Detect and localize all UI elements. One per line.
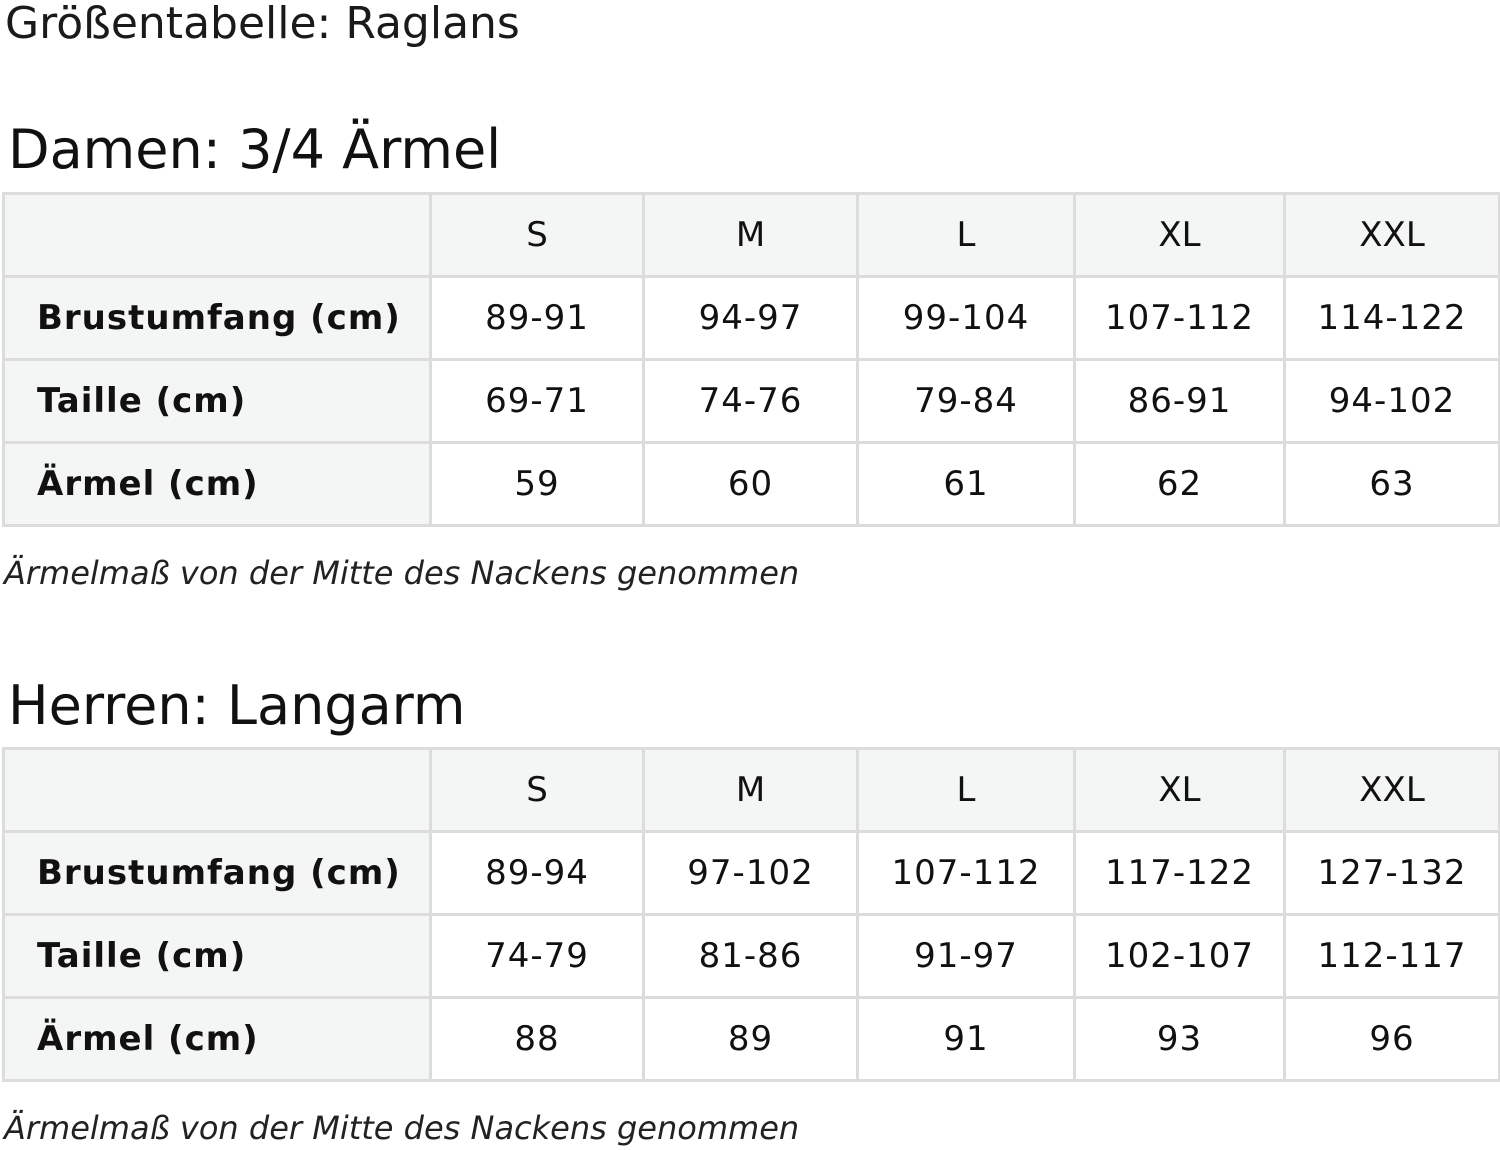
size-header: M [642,747,859,833]
row-label: Taille (cm) [2,913,432,999]
table-row: Ärmel (cm) 88 89 91 93 96 [2,996,1500,1082]
header-row: S M L XL XXL [2,192,1500,278]
measurement-cell: 61 [856,441,1076,527]
measurement-cell: 107-112 [1073,275,1286,361]
measurement-cell: 74-76 [642,358,859,444]
size-table-damen: S M L XL XXL Brustumfang (cm) 89-91 94-97 99-104… [2,192,1500,527]
measurement-cell: 91 [856,996,1076,1082]
size-table-herren: S M L XL XXL Brustumfang (cm) 89-94 97-102 107-1… [2,747,1500,1082]
size-header: M [642,192,859,278]
size-header: L [856,747,1076,833]
size-header: S [429,747,645,833]
row-label: Brustumfang (cm) [2,830,432,916]
table-row: Brustumfang (cm) 89-94 97-102 107-112 117-12… [2,830,1500,916]
row-label: Taille (cm) [2,358,432,444]
table-note-herren: Ärmelmaß von der Mitte des Nackens genom… [4,1109,800,1147]
measurement-cell: 89 [642,996,859,1082]
measurement-cell: 102-107 [1073,913,1286,999]
measurement-cell: 79-84 [856,358,1076,444]
measurement-cell: 93 [1073,996,1286,1082]
measurement-cell: 117-122 [1073,830,1286,916]
measurement-cell: 107-112 [856,830,1076,916]
measurement-cell: 74-79 [429,913,645,999]
measurement-cell: 91-97 [856,913,1076,999]
table-note-damen: Ärmelmaß von der Mitte des Nackens genom… [4,554,800,592]
measurement-cell: 114-122 [1283,275,1500,361]
size-header: XL [1073,747,1286,833]
measurement-cell: 69-71 [429,358,645,444]
measurement-cell: 81-86 [642,913,859,999]
table-row: Brustumfang (cm) 89-91 94-97 99-104 107-112 1… [2,275,1500,361]
table-row: Taille (cm) 69-71 74-76 79-84 86-91 94-102 [2,358,1500,444]
measurement-cell: 89-94 [429,830,645,916]
header-row: S M L XL XXL [2,747,1500,833]
measurement-cell: 62 [1073,441,1286,527]
section-heading-damen: Damen: 3/4 Ärmel [8,118,502,181]
page-title: Größentabelle: Raglans [5,0,520,49]
row-label: Ärmel (cm) [2,441,432,527]
section-heading-herren: Herren: Langarm [8,674,466,737]
table-row: Taille (cm) 74-79 81-86 91-97 102-107 112-117 [2,913,1500,999]
measurement-cell: 112-117 [1283,913,1500,999]
size-header: L [856,192,1076,278]
measurement-cell: 97-102 [642,830,859,916]
measurement-cell: 59 [429,441,645,527]
measurement-cell: 127-132 [1283,830,1500,916]
corner-cell [2,192,432,278]
size-header: XXL [1283,192,1500,278]
measurement-cell: 89-91 [429,275,645,361]
measurement-cell: 63 [1283,441,1500,527]
measurement-cell: 60 [642,441,859,527]
measurement-cell: 96 [1283,996,1500,1082]
table-row: Ärmel (cm) 59 60 61 62 63 [2,441,1500,527]
measurement-cell: 86-91 [1073,358,1286,444]
measurement-cell: 99-104 [856,275,1076,361]
size-header: XXL [1283,747,1500,833]
measurement-cell: 94-102 [1283,358,1500,444]
row-label: Ärmel (cm) [2,996,432,1082]
size-header: S [429,192,645,278]
measurement-cell: 94-97 [642,275,859,361]
row-label: Brustumfang (cm) [2,275,432,361]
corner-cell [2,747,432,833]
measurement-cell: 88 [429,996,645,1082]
size-header: XL [1073,192,1286,278]
